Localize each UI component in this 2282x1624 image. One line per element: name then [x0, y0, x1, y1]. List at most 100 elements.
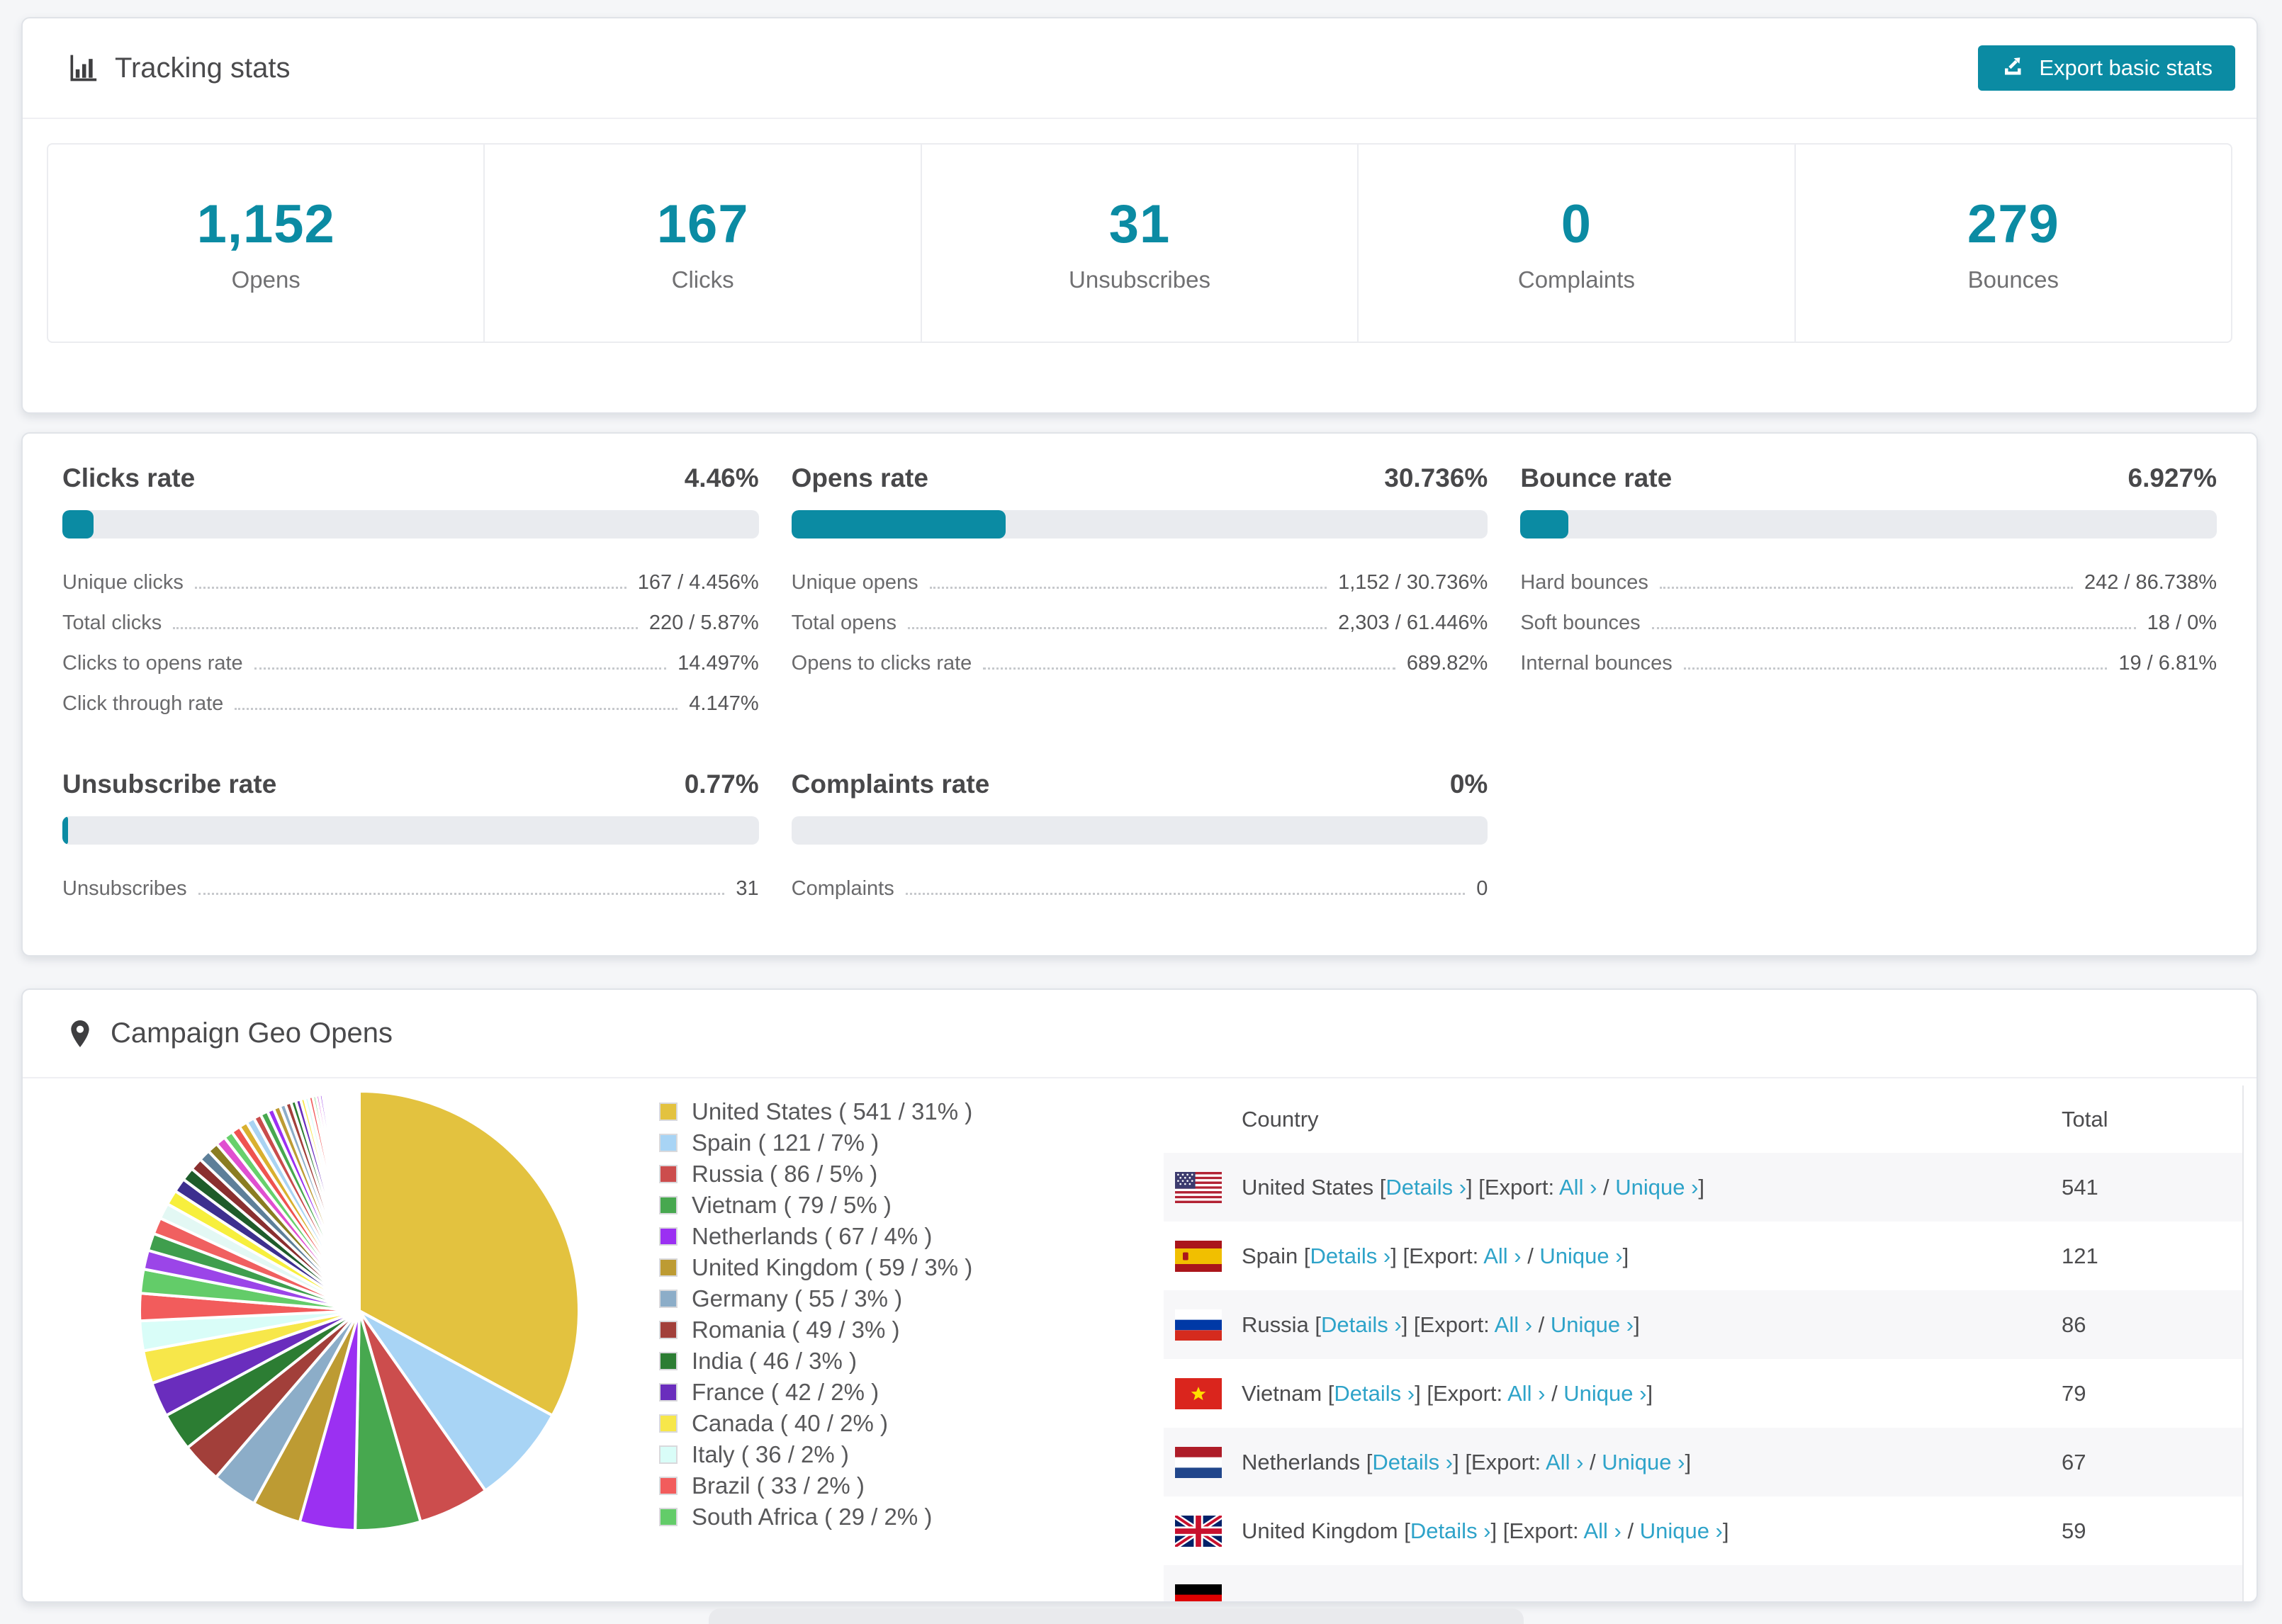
export-unique-link[interactable]: Unique › [1639, 1518, 1723, 1543]
details-link[interactable]: Details › [1386, 1174, 1467, 1200]
summary-stat-label: Bounces [1967, 266, 2059, 293]
rate-progress-fill [62, 816, 68, 845]
legend-swatch [659, 1258, 678, 1277]
stat-row-label: Internal bounces [1520, 652, 1673, 675]
country-name: Russia [1242, 1312, 1309, 1337]
country-cell: United States [Details ›] [Export: All ›… [1242, 1175, 2062, 1200]
stat-row-label: Soft bounces [1520, 611, 1641, 634]
legend-label: Spain ( 121 / 7% ) [692, 1129, 879, 1156]
rate-rows: Hard bounces 242 / 86.738% Soft bounces 18 … [1520, 563, 2217, 684]
rate-rows: Unique clicks 167 / 4.456% Total clicks 220… [62, 563, 759, 724]
stat-row-label: Click through rate [62, 692, 224, 715]
rate-value: 30.736% [1384, 463, 1488, 492]
rate-progress-track [62, 510, 759, 538]
rate-value: 0.77% [684, 769, 759, 799]
rate-block: Unsubscribe rate 0.77% Unsubscribes 31 [62, 769, 759, 909]
dotted-leader [198, 893, 725, 895]
legend-label: Vietnam ( 79 / 5% ) [692, 1192, 892, 1218]
country-name: Netherlands [1242, 1449, 1361, 1474]
bottom-sheet-bar [709, 1608, 1524, 1624]
table-row: United Kingdom [Details ›] [Export: All … [1164, 1496, 2242, 1565]
country-column-header: Country [1242, 1106, 1319, 1132]
dotted-leader [254, 667, 667, 670]
rate-progress-track [791, 816, 1488, 845]
rate-block: Clicks rate 4.46% Unique clicks 167 / 4.456… [62, 463, 759, 724]
geo-table-body: United States [Details ›] [Export: All ›… [1164, 1153, 2242, 1601]
summary-stat-value: 279 [1967, 193, 2059, 254]
legend-label: France ( 42 / 2% ) [692, 1379, 879, 1405]
summary-stat-cell: 279 Bounces [1796, 145, 2231, 342]
bracket-text: ] [1634, 1312, 1640, 1337]
legend-label: United States ( 541 / 31% ) [692, 1098, 973, 1124]
flag-ru-icon [1175, 1309, 1222, 1341]
legend-swatch [659, 1508, 678, 1526]
stat-row: Click through rate 4.147% [62, 684, 759, 724]
export-unique-link[interactable]: Unique › [1539, 1243, 1623, 1268]
export-all-link[interactable]: All › [1483, 1243, 1522, 1268]
dotted-leader [1651, 627, 2136, 629]
rate-rows: Unique opens 1,152 / 30.736% Total opens 2,… [792, 563, 1488, 684]
rate-block: Opens rate 30.736% Unique opens 1,152 / 30.… [791, 463, 1488, 724]
table-row: Spain [Details ›] [Export: All › / Uniqu… [1164, 1222, 2242, 1290]
rate-title: Clicks rate [62, 463, 196, 492]
rate-value: 0% [1449, 769, 1488, 799]
export-unique-link[interactable]: Unique › [1615, 1174, 1699, 1200]
export-all-link[interactable]: All › [1507, 1380, 1546, 1406]
bracket-text: / [1521, 1243, 1540, 1268]
summary-stats-box: 1,152 Opens 167 Clicks 31 Unsubscribes 0 Compla… [47, 143, 2232, 343]
details-link[interactable]: Details › [1334, 1380, 1415, 1406]
total-cell: 121 [2062, 1243, 2098, 1268]
details-link[interactable]: Details › [1410, 1518, 1491, 1543]
legend-item: United States ( 541 / 31% ) [659, 1096, 972, 1127]
bracket-text: ] [Export: [1466, 1174, 1559, 1200]
rate-value: 4.46% [684, 463, 759, 492]
map-pin-icon [67, 1017, 94, 1050]
bracket-text: / [1545, 1380, 1564, 1406]
rates-card: Clicks rate 4.46% Unique clicks 167 / 4.456… [21, 432, 2258, 957]
legend-swatch [659, 1321, 678, 1339]
rate-title: Unsubscribe rate [62, 769, 277, 799]
stat-row-label: Clicks to opens rate [62, 652, 243, 675]
flag-us-icon [1175, 1171, 1222, 1203]
export-all-link[interactable]: All › [1559, 1174, 1597, 1200]
legend-item: Vietnam ( 79 / 5% ) [659, 1190, 972, 1221]
total-cell: 67 [2062, 1449, 2086, 1474]
bracket-text: ] [1698, 1174, 1705, 1200]
legend-label: South Africa ( 29 / 2% ) [692, 1504, 933, 1530]
export-unique-link[interactable]: Unique › [1602, 1449, 1685, 1474]
geo-header: Campaign Geo Opens [23, 990, 2256, 1078]
stat-row-label: Unique clicks [62, 571, 184, 594]
summary-stat-value: 167 [656, 193, 749, 254]
export-all-link[interactable]: All › [1494, 1312, 1533, 1337]
summary-stat-cell: 167 Clicks [485, 145, 922, 342]
total-cell: 541 [2062, 1174, 2098, 1200]
legend-swatch [659, 1290, 678, 1308]
legend-label: Italy ( 36 / 2% ) [692, 1441, 849, 1467]
legend-label: Russia ( 86 / 5% ) [692, 1161, 878, 1187]
export-unique-link[interactable]: Unique › [1563, 1380, 1647, 1406]
legend-label: India ( 46 / 3% ) [692, 1348, 857, 1374]
export-unique-link[interactable]: Unique › [1550, 1312, 1634, 1337]
stat-row-value: 1,152 / 30.736% [1338, 571, 1488, 594]
details-link[interactable]: Details › [1321, 1312, 1402, 1337]
export-all-link[interactable]: All › [1583, 1518, 1621, 1543]
legend-swatch [659, 1477, 678, 1495]
stat-row: Unique opens 1,152 / 30.736% [792, 563, 1488, 603]
export-button-label: Export basic stats [2039, 55, 2213, 80]
bracket-text: [ [1322, 1380, 1334, 1406]
rate-block-header: Opens rate 30.736% [792, 463, 1488, 493]
export-all-link[interactable]: All › [1546, 1449, 1584, 1474]
rate-value: 6.927% [2128, 463, 2218, 492]
flag-nl-icon [1175, 1446, 1222, 1478]
dotted-leader [907, 627, 1327, 629]
rate-title: Opens rate [791, 463, 928, 492]
stat-row-label: Hard bounces [1520, 571, 1648, 594]
export-basic-stats-button[interactable]: Export basic stats [1978, 45, 2235, 91]
dotted-leader [905, 893, 1466, 895]
legend-swatch [659, 1134, 678, 1152]
stat-row: Clicks to opens rate 14.497% [62, 643, 759, 684]
details-link[interactable]: Details › [1372, 1449, 1454, 1474]
country-name: Vietnam [1242, 1380, 1322, 1406]
stat-row-label: Complaints [791, 877, 894, 900]
details-link[interactable]: Details › [1310, 1243, 1391, 1268]
